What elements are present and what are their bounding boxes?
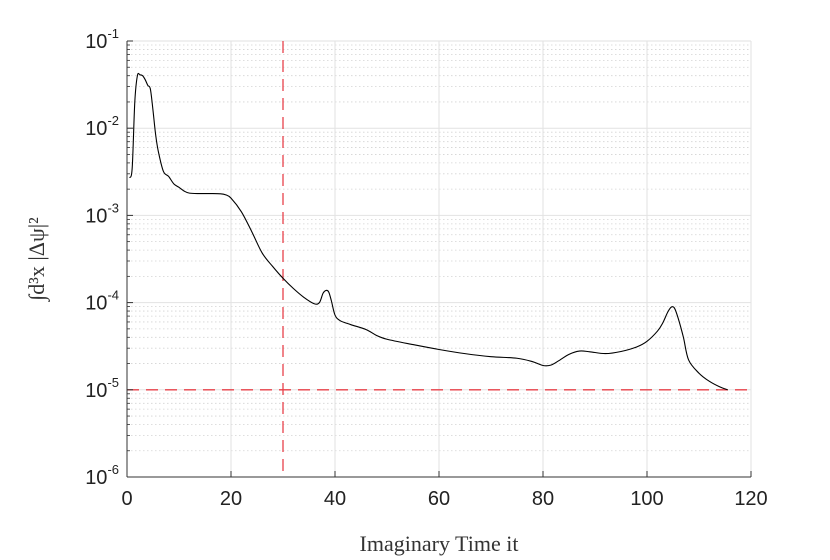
y-axis-label: ∫d³x |Δψ|²	[24, 217, 50, 303]
y-tick-label: 10-2	[85, 113, 119, 140]
x-tick-label: 20	[220, 488, 242, 510]
y-tick-label: 10-4	[85, 288, 119, 315]
y-tick-label: 10-3	[85, 200, 119, 227]
series-line-0	[129, 72, 728, 391]
x-tick-label: 0	[121, 488, 132, 510]
x-tick-label: 80	[532, 488, 554, 510]
axes	[126, 40, 752, 478]
x-tick-label: 100	[630, 488, 663, 510]
x-tick-label: 40	[324, 488, 346, 510]
y-tick-label: 10-6	[85, 462, 119, 489]
y-tick-label: 10-1	[85, 26, 119, 53]
y-tick-label: 10-5	[85, 375, 119, 402]
x-axis-label: Imaginary Time it	[360, 531, 519, 556]
x-tick-label: 60	[428, 488, 450, 510]
reference-lines	[127, 41, 751, 477]
major-gridlines	[126, 40, 752, 478]
y-tick-labels: 10-6 10-5 10-4 10-3 10-2 10-1	[85, 26, 119, 489]
series-layer	[129, 72, 728, 391]
x-tick-label: 120	[734, 488, 767, 510]
x-tick-labels: 0 20 40 60 80 100 120	[121, 488, 767, 510]
